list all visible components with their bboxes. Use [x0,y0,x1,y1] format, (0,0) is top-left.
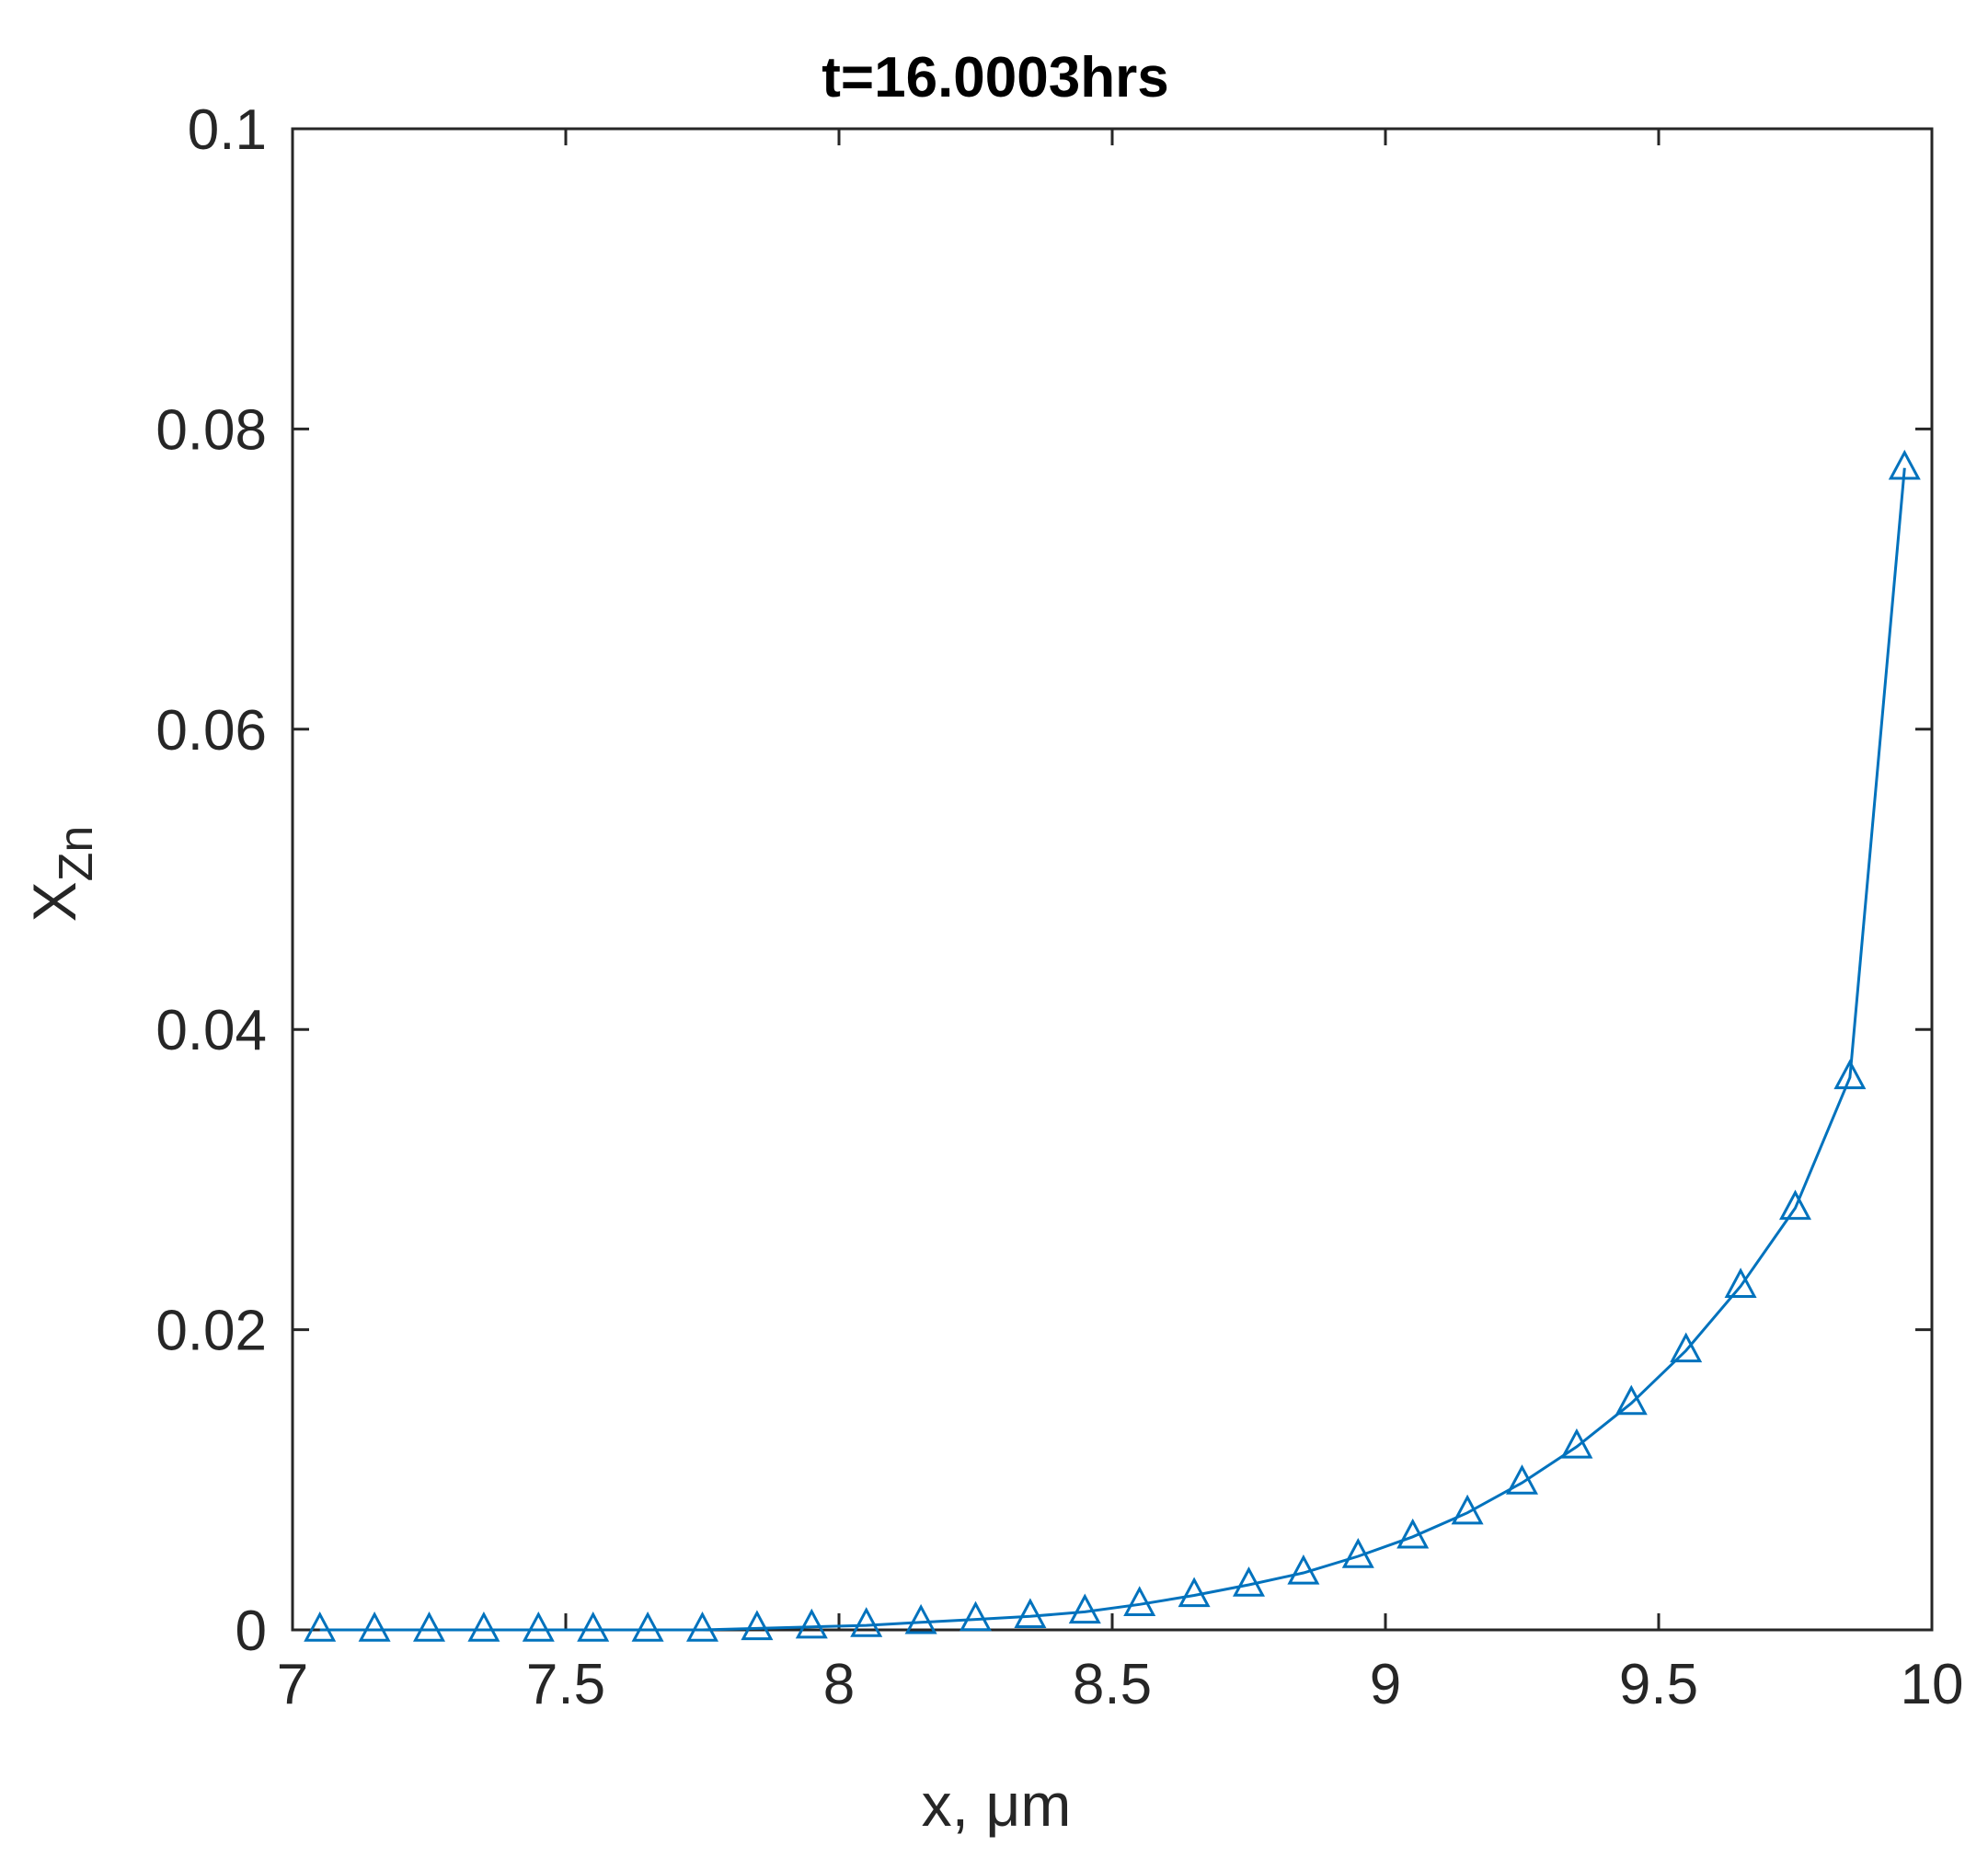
y-tick-label: 0.02 [155,1300,267,1363]
data-point-marker [1560,1428,1593,1459]
data-point-marker [1451,1494,1484,1525]
data-point-marker [1505,1464,1539,1495]
data-point-marker [850,1607,883,1637]
x-axis-title: x, μm [922,1771,1072,1839]
y-tick-label: 0.08 [155,398,267,462]
data-point-marker [1888,449,1921,480]
y-tick-label: 0.04 [155,999,267,1062]
y-axis-title-subscript: Zn [50,826,103,882]
svg-text:XZn: XZn [20,826,103,923]
data-point-marker [304,1611,337,1642]
x-tick-label: 7 [277,1653,308,1716]
data-point-marker [1341,1538,1374,1568]
y-tick-label: 0 [236,1600,267,1663]
data-point-marker [1778,1189,1812,1221]
y-axis-title: XZn [20,826,103,923]
y-tick-label: 0.1 [188,98,267,162]
x-tick-label: 8.5 [1073,1653,1152,1716]
data-point-marker [1670,1332,1703,1363]
chart-title: t=16.0003hrs [822,46,1168,109]
data-point-marker [685,1611,719,1642]
plot-axes: 7 7.5 8 8.5 9 9.5 10 0 0.02 0.04 0.06 0.08 0.1 [155,98,1963,1716]
data-point-marker [904,1603,937,1634]
data-point-marker [1232,1566,1266,1597]
data-point-marker [522,1611,555,1642]
data-point-marker [358,1611,391,1642]
data-point-marker [1068,1593,1101,1624]
data-point-marker [577,1611,610,1642]
data-point-marker [959,1600,993,1632]
data-point-marker [1833,1059,1867,1090]
x-tick-label: 7.5 [526,1653,605,1716]
data-point-marker [741,1610,774,1641]
x-tick-label: 9 [1370,1653,1401,1716]
data-point-marker [1615,1384,1648,1416]
y-axis-title-main: X [20,881,88,922]
data-point-marker [795,1608,828,1639]
data-point-marker [1396,1518,1430,1549]
x-tick-label: 9.5 [1619,1653,1698,1716]
data-point-marker [467,1611,500,1642]
x-tick-label: 8 [823,1653,855,1716]
data-point-marker [1178,1577,1211,1608]
data-point-marker [1724,1267,1757,1298]
data-point-marker [1123,1586,1156,1616]
data-point-marker [1287,1554,1320,1585]
series-layer [304,449,1921,1642]
data-point-marker [1014,1598,1047,1629]
data-point-marker [631,1611,664,1642]
y-tick-label: 0.06 [155,699,267,763]
data-point-marker [412,1611,446,1642]
x-tick-label: 10 [1901,1653,1964,1716]
